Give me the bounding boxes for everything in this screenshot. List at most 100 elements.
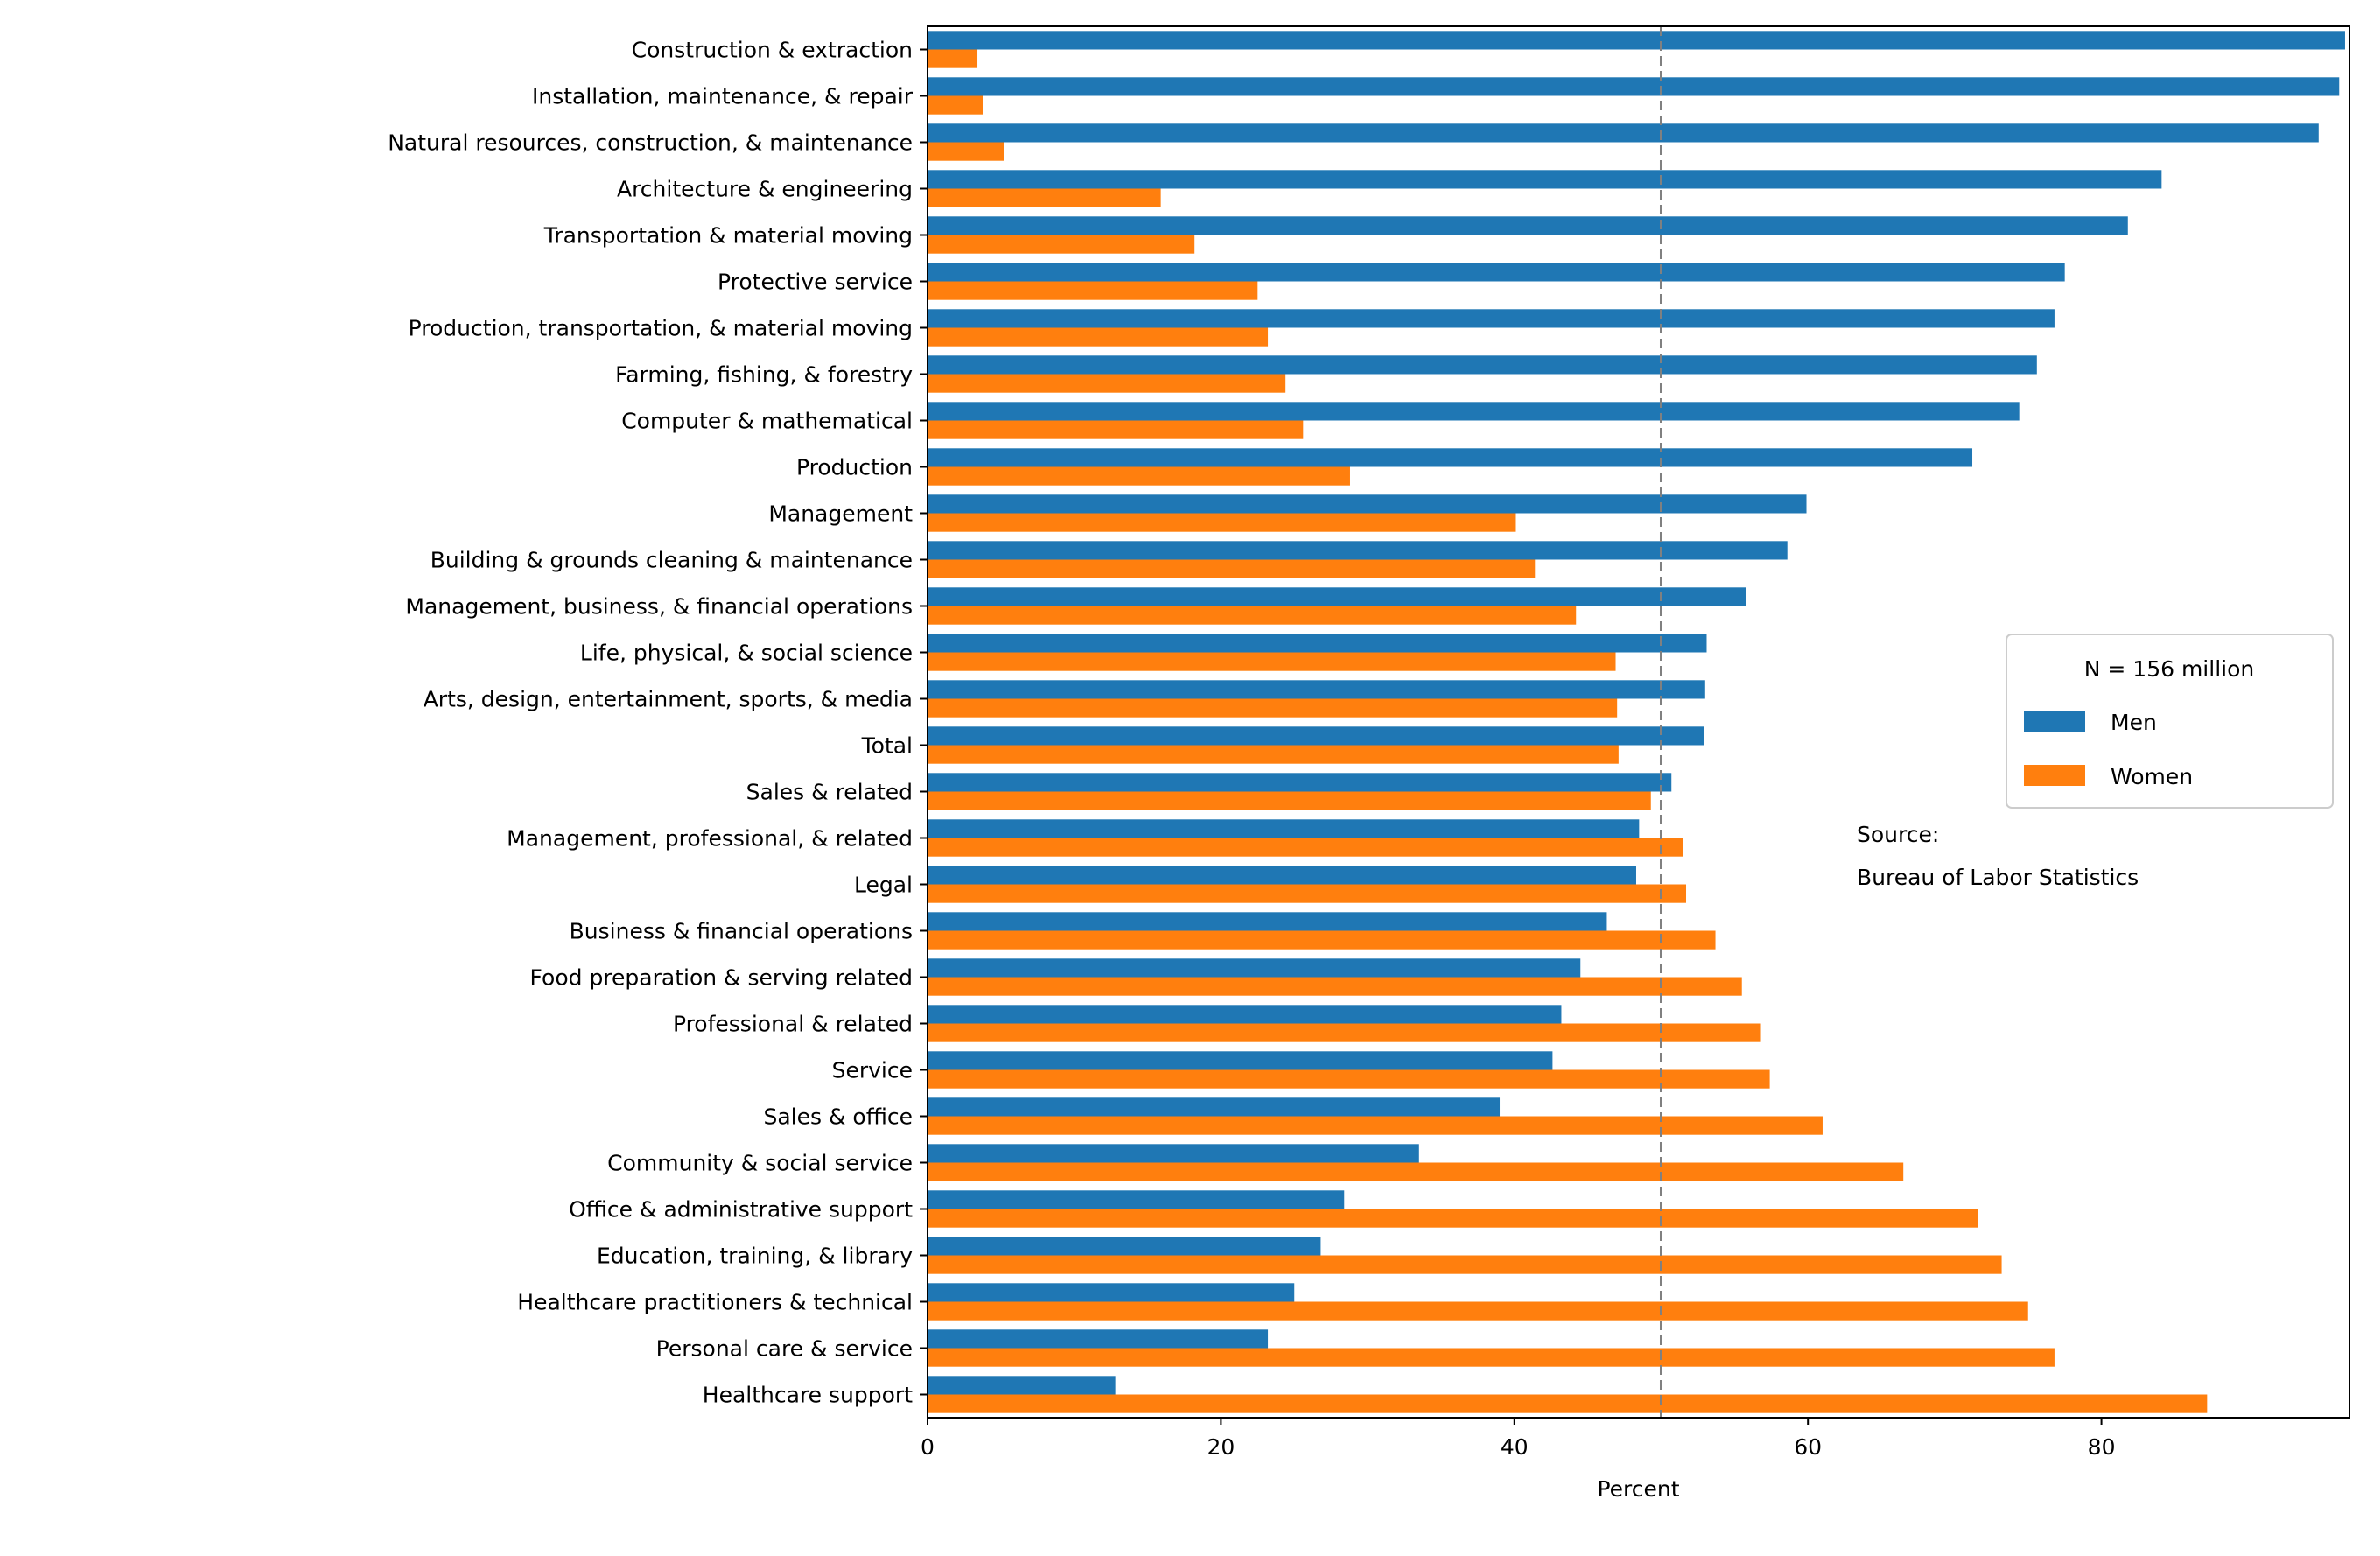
- bar-men-25: [928, 1190, 1345, 1209]
- bar-men-22: [928, 1051, 1553, 1070]
- y-tick-label: Personal care & service: [656, 1336, 913, 1362]
- y-tick-label: Community & social service: [607, 1151, 913, 1176]
- y-tick-label: Sales & office: [763, 1104, 913, 1130]
- y-tick-label: Total: [861, 733, 913, 759]
- x-tick-label: 20: [1207, 1434, 1235, 1460]
- x-tick-label: 60: [1794, 1434, 1822, 1460]
- y-tick-label: Sales & related: [746, 780, 913, 805]
- bar-men-1: [928, 77, 2340, 96]
- bar-men-6: [928, 309, 2054, 328]
- bar-women-29: [928, 1394, 2208, 1413]
- y-tick-label: Legal: [854, 873, 913, 898]
- bar-men-24: [928, 1144, 1419, 1163]
- y-tick-label: Protective service: [718, 270, 913, 295]
- bar-men-16: [928, 773, 1672, 792]
- axes-frame: [927, 25, 2350, 1419]
- legend-box: [2006, 634, 2334, 809]
- bar-women-2: [928, 142, 1004, 161]
- y-tick-label: Healthcare support: [703, 1383, 913, 1408]
- x-axis: 0 20 40 60 80: [920, 1418, 2115, 1460]
- y-tick-label: Production: [796, 455, 913, 480]
- bar-women-15: [928, 745, 1619, 764]
- bar-men-0: [928, 31, 2345, 50]
- legend: N = 156 million Men Women: [2006, 634, 2334, 809]
- y-tick-label: Education, training, & library: [597, 1244, 913, 1269]
- bar-women-13: [928, 652, 1616, 671]
- bar-women-8: [928, 420, 1304, 439]
- bar-women-19: [928, 930, 1716, 950]
- bar-women-17: [928, 838, 1684, 857]
- x-tick-label: 80: [2088, 1434, 2116, 1460]
- source-annotation-line2: Bureau of Labor Statistics: [1857, 865, 2138, 890]
- bar-women-7: [928, 374, 1286, 393]
- bar-men-7: [928, 355, 2037, 375]
- bar-women-24: [928, 1162, 1904, 1181]
- y-tick-label: Natural resources, construction, & maint…: [388, 130, 913, 156]
- bar-men-3: [928, 170, 2162, 189]
- bar-women-14: [928, 698, 1618, 718]
- y-axis: Construction & extraction Installation, m…: [388, 38, 928, 1408]
- bar-women-22: [928, 1069, 1770, 1089]
- bar-women-6: [928, 327, 1269, 347]
- bar-women-21: [928, 1023, 1761, 1042]
- bar-women-20: [928, 977, 1742, 996]
- y-tick-label: Building & grounds cleaning & maintenanc…: [430, 548, 913, 573]
- bar-men-26: [928, 1237, 1321, 1256]
- bar-men-2: [928, 123, 2319, 143]
- bar-women-10: [928, 513, 1516, 532]
- bar-women-5: [928, 281, 1258, 300]
- bar-women-0: [928, 49, 978, 68]
- y-tick-label: Management, professional, & related: [507, 826, 913, 852]
- bar-men-29: [928, 1376, 1116, 1395]
- bar-women-28: [928, 1348, 2054, 1367]
- legend-title: N = 156 million: [2084, 656, 2254, 682]
- legend-swatch-men: [2024, 711, 2085, 732]
- bar-women-26: [928, 1255, 2002, 1274]
- legend-label-women: Women: [2110, 764, 2193, 789]
- bar-women-12: [928, 606, 1577, 625]
- bar-men-19: [928, 912, 1607, 931]
- bars-group: [928, 31, 2345, 1413]
- bar-women-9: [928, 466, 1350, 486]
- bar-women-23: [928, 1116, 1823, 1135]
- y-tick-label: Office & administrative support: [569, 1197, 913, 1223]
- bar-women-18: [928, 884, 1687, 903]
- bar-men-9: [928, 448, 1973, 467]
- bar-men-13: [928, 634, 1707, 653]
- bar-men-23: [928, 1097, 1501, 1117]
- y-tick-label: Healthcare practitioners & technical: [517, 1290, 913, 1315]
- legend-swatch-women: [2024, 765, 2085, 786]
- bar-women-11: [928, 559, 1536, 578]
- y-tick-label: Life, physical, & social science: [580, 641, 913, 666]
- y-tick-label: Management, business, & financial operat…: [405, 594, 913, 620]
- bar-men-27: [928, 1283, 1295, 1302]
- y-tick-label: Service: [832, 1058, 913, 1083]
- y-tick-label: Professional & related: [673, 1012, 913, 1037]
- y-tick-label: Transportation & material moving: [543, 223, 913, 249]
- bar-men-10: [928, 494, 1807, 514]
- bar-men-17: [928, 819, 1640, 838]
- bar-women-16: [928, 791, 1651, 810]
- y-tick-label: Architecture & engineering: [617, 177, 913, 202]
- source-annotation-line1: Source:: [1857, 822, 1939, 847]
- x-tick-label: 40: [1501, 1434, 1529, 1460]
- bar-men-20: [928, 958, 1581, 978]
- bar-men-21: [928, 1005, 1562, 1024]
- y-tick-label: Business & financial operations: [570, 919, 913, 944]
- bar-women-4: [928, 235, 1195, 254]
- bar-men-5: [928, 263, 2065, 282]
- bar-women-1: [928, 95, 984, 115]
- bar-men-18: [928, 866, 1636, 885]
- bar-men-14: [928, 680, 1705, 699]
- bar-men-12: [928, 587, 1746, 606]
- y-tick-label: Food preparation & serving related: [530, 965, 913, 991]
- legend-label-men: Men: [2110, 710, 2157, 735]
- bar-men-28: [928, 1329, 1269, 1349]
- bar-women-27: [928, 1301, 2028, 1321]
- bar-women-3: [928, 188, 1161, 207]
- x-tick-label: 0: [920, 1434, 934, 1460]
- bar-men-4: [928, 216, 2128, 235]
- bar-men-8: [928, 402, 2020, 421]
- y-tick-label: Production, transportation, & material m…: [409, 316, 913, 341]
- x-axis-label: Percent: [1597, 1476, 1679, 1502]
